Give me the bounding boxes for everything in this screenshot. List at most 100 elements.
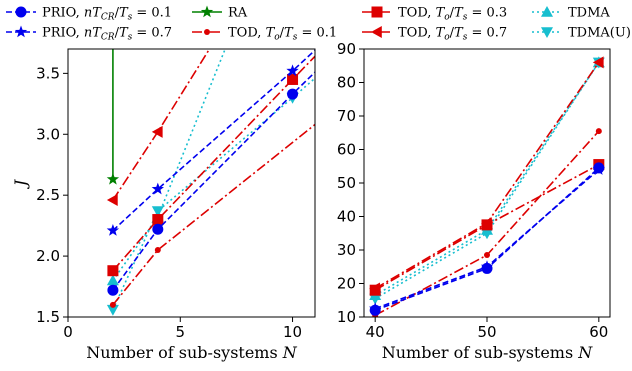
data-point-tod01 [109, 301, 116, 308]
data-point-tod03 [481, 219, 493, 231]
legend-marker [541, 6, 553, 17]
data-point-tod03 [369, 284, 381, 296]
data-point-prio01 [481, 262, 493, 274]
legend-label: PRIO, nTCR/Ts = 0.7 [42, 26, 172, 43]
axes-frame [67, 48, 316, 318]
series-line-tod03 [112, 55, 315, 272]
data-point-prio01 [369, 304, 381, 316]
x-tick-label: 40 [366, 323, 385, 341]
series-line-tdma [112, 49, 226, 281]
data-point-prio07 [106, 224, 120, 236]
series-prio01 [369, 162, 605, 316]
legend-entry-ra: RA [192, 5, 248, 21]
y-tick-label: 70 [337, 107, 356, 125]
axes-frame [363, 48, 611, 318]
y-tick-label: 1.5 [36, 308, 60, 326]
legend-marker [204, 29, 210, 35]
legend-label: TDMA [568, 6, 610, 21]
y-tick-label: 3.5 [36, 64, 60, 82]
data-point-tod01 [595, 128, 602, 135]
legend-entry-tod03: TOD, To/Ts = 0.3 [362, 6, 507, 23]
y-tick-label: 2.0 [36, 247, 60, 265]
data-point-tdmau [151, 206, 164, 218]
plot-area [106, 49, 315, 316]
y-tick-label: 3.0 [36, 125, 60, 143]
series-tod07 [369, 56, 604, 295]
left-chart: 0 5 10 1.5 2.0 2.5 3.0 3.5 Number of sub-systems… [11, 48, 316, 362]
data-point-ra [106, 172, 120, 185]
y-tick-label: 2.5 [36, 186, 60, 204]
legend-marker [200, 5, 214, 18]
y-tick-label: 20 [337, 275, 356, 293]
x-axis-label: Number of sub-systems N [86, 343, 298, 362]
series-prio07 [106, 49, 315, 236]
series-tod03 [369, 159, 605, 296]
series-line-prio01 [112, 71, 315, 291]
legend-marker [15, 6, 27, 18]
data-point-prio01 [593, 162, 605, 174]
data-point-prio07 [151, 182, 164, 195]
x-tick-label: 0 [63, 323, 73, 341]
series-tod07 [106, 49, 211, 207]
series-prio01 [107, 71, 315, 296]
series-tdmau [106, 77, 315, 316]
data-point-tod03 [152, 214, 164, 226]
data-point-tdmau [369, 293, 382, 305]
legend-label: PRIO, nTCR/Ts = 0.1 [42, 6, 172, 23]
data-point-prio01 [287, 88, 299, 100]
data-point-tdma [106, 274, 119, 286]
x-tick-label: 60 [589, 323, 608, 341]
data-point-tod01 [154, 247, 161, 253]
legend-entry-tdmau: TDMA(U) [532, 26, 631, 41]
y-axis-label: J [11, 178, 30, 189]
data-point-tod03 [287, 73, 299, 85]
x-tick-label: 50 [477, 323, 496, 341]
legend-entry-tod01: TOD, To/Ts = 0.1 [192, 26, 337, 43]
series-line-tdmau [112, 77, 315, 311]
series-ra [106, 49, 120, 185]
legend-entry-tdma: TDMA [532, 6, 610, 21]
legend-label: RA [228, 6, 248, 21]
data-point-tod03 [107, 265, 119, 277]
legend-label: TDMA(U) [568, 26, 631, 41]
y-tick-label: 80 [337, 74, 356, 92]
data-point-prio01 [107, 284, 119, 296]
x-tick-label: 10 [283, 323, 302, 341]
x-tick-label: 5 [175, 323, 185, 341]
legend-marker [541, 27, 553, 38]
series-line-tdmau [374, 61, 600, 300]
legend-entry-tod07: TOD, To/Ts = 0.7 [362, 26, 507, 43]
y-tick-label: 50 [337, 174, 356, 192]
legend-label: TOD, To/Ts = 0.7 [398, 26, 507, 43]
legend-entry-prio01: PRIO, nTCR/Ts = 0.1 [6, 6, 172, 23]
y-tick-label: 60 [337, 141, 356, 159]
legend-marker [371, 26, 382, 38]
y-tick-label: 10 [337, 308, 356, 326]
data-point-tod07 [592, 56, 604, 69]
legend-marker [14, 25, 28, 38]
right-chart: 40 50 60 10 20 30 40 50 60 70 80 90 Number of sub-sy… [337, 40, 611, 362]
data-point-tod07 [151, 125, 163, 138]
y-tick-label: 90 [337, 40, 356, 58]
y-tick-label: 40 [337, 208, 356, 226]
series-line-prio07 [112, 49, 315, 232]
data-point-prio01 [152, 223, 164, 235]
legend-label: TOD, To/Ts = 0.3 [398, 6, 507, 23]
data-point-tdmau [481, 228, 493, 240]
series-line-tod01 [112, 123, 315, 306]
series-tod03 [107, 55, 315, 277]
legend-entry-prio07: PRIO, nTCR/Ts = 0.7 [6, 25, 172, 43]
series-tod01 [109, 123, 315, 308]
series-line-tod07 [112, 49, 211, 201]
legend: PRIO, nTCR/Ts = 0.1 PRIO, nTCR/Ts = 0.7 RA… [6, 5, 631, 43]
data-point-tod01 [484, 252, 490, 259]
legend-marker [371, 6, 383, 18]
x-axis-label: Number of sub-systems N [382, 343, 594, 362]
legend-label: TOD, To/Ts = 0.1 [228, 26, 337, 43]
data-point-tod07 [106, 194, 118, 207]
data-point-tdmau [106, 304, 119, 316]
y-tick-label: 30 [337, 241, 356, 259]
plot-area [369, 56, 605, 317]
data-point-prio07 [286, 64, 299, 77]
